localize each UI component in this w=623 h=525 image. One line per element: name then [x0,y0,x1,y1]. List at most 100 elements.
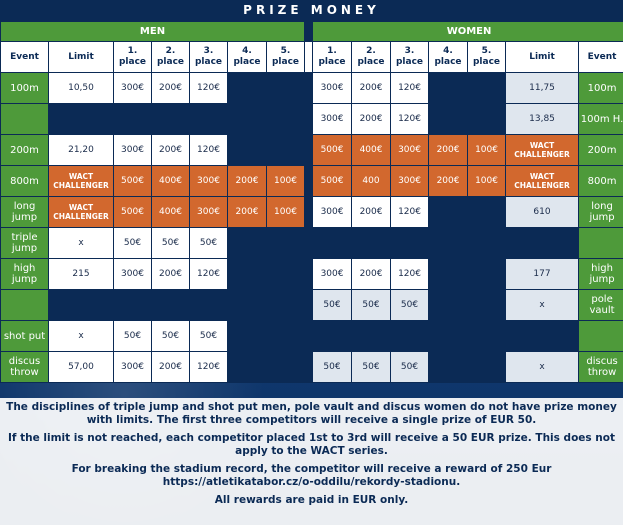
men-prize-cell: 50€ [151,320,190,352]
men-prize-cell: 500€ [113,165,152,197]
empty-cell [467,103,507,135]
women-prize-cell: 300€ [312,258,353,290]
men-event-cell: 800m [0,165,49,197]
men-limit-cell: 10,50 [48,72,114,104]
women-section-header: WOMEN [312,21,623,42]
men-prize-cell: 50€ [189,227,228,259]
men-prize-cell: 200€ [227,165,267,197]
empty-cell [467,196,507,228]
table-row-high-jump: high jump 215 300€ 200€ 120€ 300€ 200€ 1… [0,258,623,290]
empty-cell [265,72,306,104]
women-place1-header: 1. place [312,41,353,73]
men-limit-cell: x [48,227,114,259]
men-event-cell: shot put [0,320,49,352]
women-place3-header: 3. place [390,41,430,73]
women-event-cell: 100m [578,72,623,104]
women-prize-cell: 200€ [428,134,469,166]
women-prize-cell: 120€ [390,103,430,135]
men-place2-header: 2. place [151,41,190,73]
empty-cell [227,320,267,352]
empty-cell [227,258,267,290]
men-limit-cell: x [48,320,114,352]
men-limit-cell: 21,20 [48,134,114,166]
men-prize-cell: 120€ [189,72,228,104]
divider [304,72,314,104]
empty-cell [312,320,580,352]
women-prize-cell: 50€ [312,351,353,383]
men-prize-cell: 50€ [113,320,152,352]
table-row-100m: 100m 10,50 300€ 200€ 120€ 300€ 200€ 120€… [0,72,623,104]
table-row-shot-put: shot put x 50€ 50€ 50€ [0,320,623,352]
men-prize-cell: 120€ [189,351,228,383]
women-event-cell: high jump [578,258,623,290]
women-event-header: Event [578,41,623,73]
page-title: PRIZE MONEY [0,0,623,21]
men-limit-cell: 215 [48,258,114,290]
men-event-cell [0,103,49,135]
empty-cell [227,134,267,166]
divider [304,258,314,290]
women-place4-header: 4. place [428,41,469,73]
men-prize-cell: 300€ [113,134,152,166]
divider [304,320,314,352]
empty-cell [47,103,306,135]
prize-table-container: MEN WOMEN Event Limit 1. place 2. place … [0,21,623,383]
men-prize-cell: 50€ [113,227,152,259]
divider [304,165,314,197]
prize-money-table: MEN WOMEN Event Limit 1. place 2. place … [0,21,623,383]
women-limit-cell: x [505,351,580,383]
table-row-pole-vault: 50€ 50€ 50€ x pole vault [0,289,623,321]
empty-cell [467,72,507,104]
men-event-cell: triple jump [0,227,49,259]
women-limit-cell: 177 [505,258,580,290]
women-event-cell [578,227,623,259]
women-prize-cell: 300€ [390,165,430,197]
women-event-cell [578,320,623,352]
women-prize-cell: 50€ [351,289,392,321]
divider [304,289,314,321]
empty-cell [227,227,267,259]
men-prize-cell: 200€ [151,258,190,290]
note-paragraph: The disciplines of triple jump and shot … [6,401,617,426]
women-prize-cell: 100€ [467,134,507,166]
women-prize-cell: 300€ [312,196,353,228]
men-limit-cell: 57,00 [48,351,114,383]
men-prize-cell: 120€ [189,258,228,290]
men-prize-cell: 200€ [151,134,190,166]
women-prize-cell: 400 [351,165,392,197]
men-prize-cell: 200€ [151,72,190,104]
women-prize-cell: 300€ [390,134,430,166]
women-prize-cell: 100€ [467,165,507,197]
empty-cell [265,320,306,352]
women-prize-cell: 300€ [312,103,353,135]
women-limit-cell: 11,75 [505,72,580,104]
women-prize-cell: 400€ [351,134,392,166]
divider [304,196,314,228]
men-prize-cell: 50€ [189,320,228,352]
table-row-long-jump: long jump WACT CHALLENGER 500€ 400€ 300€… [0,196,623,228]
men-place3-header: 3. place [189,41,228,73]
women-place2-header: 2. place [351,41,392,73]
divider [304,134,314,166]
empty-cell [227,72,267,104]
note-paragraph: If the limit is not reached, each compet… [7,432,616,457]
men-prize-cell: 50€ [151,227,190,259]
empty-cell [265,227,306,259]
empty-cell [312,227,580,259]
empty-cell [428,103,469,135]
empty-cell [265,258,306,290]
women-prize-cell: 120€ [390,196,430,228]
note-paragraph: All rewards are paid in EUR only. [214,494,409,506]
women-prize-cell: 500€ [312,134,353,166]
women-prize-cell: 120€ [390,72,430,104]
women-limit-header: Limit [505,41,580,73]
table-row-200m: 200m 21,20 300€ 200€ 120€ 500€ 400€ 300€… [0,134,623,166]
empty-cell [428,258,469,290]
women-prize-cell: 50€ [351,351,392,383]
column-header-row: Event Limit 1. place 2. place 3. place 4… [0,41,623,73]
women-limit-cell: x [505,289,580,321]
men-event-cell [0,289,49,321]
men-prize-cell: 400€ [151,165,190,197]
men-prize-cell: 100€ [265,196,306,228]
women-event-cell: 100m H. [578,103,623,135]
